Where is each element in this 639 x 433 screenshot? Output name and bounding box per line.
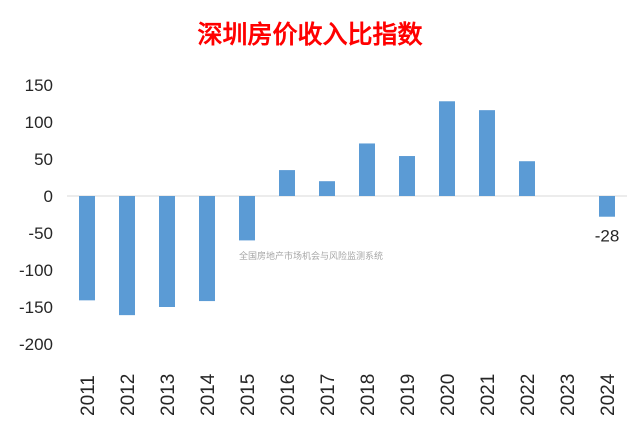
x-tick-label: 2016: [278, 374, 299, 416]
y-tick-label: 150: [25, 76, 53, 95]
x-tick-label: 2024: [598, 373, 619, 416]
x-tick-label: 2012: [118, 374, 139, 416]
x-tick-label: 2013: [158, 374, 179, 416]
x-tick-label: 2014: [198, 373, 219, 416]
x-axis-ticks: 2011 2012 2013 2014 2015 2016 2017 2018 2019 2020…: [78, 373, 619, 416]
x-tick-label: 2020: [438, 374, 459, 416]
y-tick-label: 100: [25, 113, 53, 132]
bar-2024: [599, 196, 615, 217]
x-tick-label: 2023: [558, 374, 579, 416]
chart-title: 深圳房价收入比指数: [197, 20, 423, 49]
bar-2017: [319, 181, 335, 196]
bar-2021: [479, 110, 495, 196]
x-tick-label: 2017: [318, 374, 339, 416]
y-tick-label: -150: [19, 298, 53, 317]
x-tick-label: 2019: [398, 374, 419, 416]
bar-2014: [199, 196, 215, 302]
data-label-2024: -28: [595, 227, 620, 246]
y-tick-label: 0: [44, 187, 53, 206]
x-tick-label: 2015: [238, 374, 259, 416]
bar-2018: [359, 143, 375, 196]
y-tick-label: -50: [28, 224, 53, 243]
bar-2016: [279, 170, 295, 196]
y-tick-label: -200: [19, 335, 53, 354]
y-tick-label: 50: [34, 150, 53, 169]
x-tick-label: 2011: [78, 375, 99, 416]
y-axis-ticks: 150 100 50 0 -50 -100 -150 -200: [19, 76, 53, 354]
bar-2011: [79, 196, 95, 301]
bar-2020: [439, 101, 455, 196]
bar-2015: [239, 196, 255, 241]
bar-2012: [119, 196, 135, 316]
x-tick-label: 2022: [518, 374, 539, 416]
watermark: 全国房地产市场机会与风险监测系统: [239, 250, 383, 262]
bar-2019: [399, 156, 415, 196]
data-labels: -28: [595, 227, 620, 246]
x-tick-label: 2018: [358, 374, 379, 416]
y-tick-label: -100: [19, 261, 53, 280]
x-tick-label: 2021: [478, 374, 499, 416]
bar-2022: [519, 161, 535, 196]
bar-series: [79, 101, 615, 316]
bar-2013: [159, 196, 175, 307]
